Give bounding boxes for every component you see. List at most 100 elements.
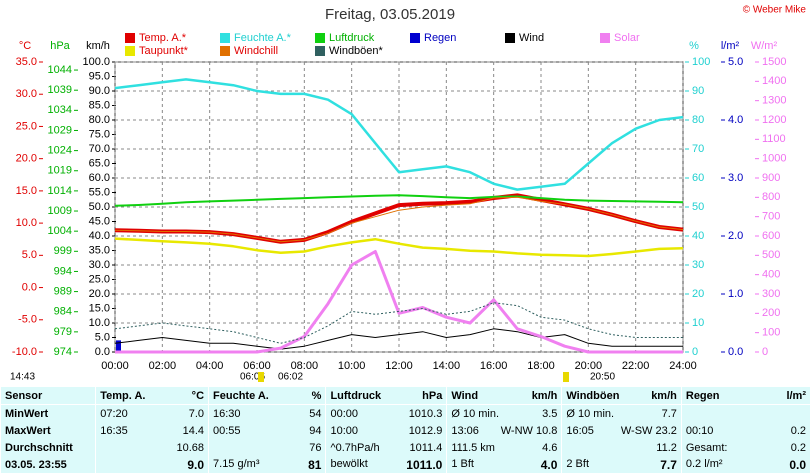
y-tick-label: 1009 (48, 205, 72, 217)
x-tick-label: 24:00 (669, 360, 697, 372)
y-tick-label: 1000 (762, 153, 786, 165)
legend-swatch (315, 46, 325, 56)
cell-text: 111.5 km (451, 442, 495, 454)
cell-text: 0.0 (789, 458, 806, 472)
y-tick-label: 4.0 (728, 114, 743, 126)
y-tick-label: 80.0 (89, 114, 110, 126)
x-tick-label: 16:00 (480, 360, 508, 372)
y-tick-label: 45.0 (89, 215, 110, 227)
legend-label: Temp. A.* (139, 32, 187, 44)
axis-unit: km/h (86, 40, 110, 52)
cell-text: 81 (308, 458, 321, 472)
y-tick-label: 1.0 (728, 288, 743, 300)
y-tick-label: 1300 (762, 95, 786, 107)
cell-text: 00:55 (213, 425, 241, 437)
table-cell: 76 (209, 439, 326, 456)
y-tick-label: 25.0 (16, 120, 37, 132)
y-tick-label: 1029 (48, 124, 72, 136)
chart-title: Freitag, 03.05.2019 (325, 6, 455, 23)
cell-text: 94 (309, 425, 321, 437)
table-cell: 0.2 l/m² 0.0 (681, 456, 810, 473)
y-tick-label: 40.0 (89, 230, 110, 242)
y-tick-label: -5.0 (18, 314, 37, 326)
y-tick-label: 1004 (48, 225, 72, 237)
y-tick-label: 5.0 (22, 249, 37, 261)
y-tick-label: 989 (54, 285, 72, 297)
legend-swatch (410, 33, 420, 43)
y-tick-label: 90.0 (89, 85, 110, 97)
cell-text: MinWert (5, 408, 48, 420)
cell-text: 1011.0 (406, 458, 442, 472)
y-tick-label: 979 (54, 326, 72, 338)
y-tick-label: 0 (692, 346, 698, 358)
cell-text: 1 Bft (451, 458, 474, 472)
cell-text: Regen (686, 390, 720, 402)
y-tick-label: 65.0 (89, 157, 110, 169)
cell-text: Windböen (566, 390, 619, 402)
axis-unit: °C (19, 40, 31, 52)
y-tick-label: 35.0 (89, 244, 110, 256)
y-tick-label: 60 (692, 172, 704, 184)
x-tick-label: 22:00 (622, 360, 650, 372)
y-tick-label: 1034 (48, 104, 72, 116)
cell-text: 16:30 (213, 408, 241, 420)
y-tick-label: 95.0 (89, 70, 110, 82)
y-tick-label: 20.0 (16, 153, 37, 165)
legend-swatch (220, 33, 230, 43)
table-cell: Durchschnitt (1, 439, 96, 456)
cell-text: 1010.3 (409, 408, 443, 420)
copyright: © Weber Mike (743, 5, 807, 16)
cell-text: 0.2 l/m² (686, 458, 723, 472)
cell-text: bewölkt (330, 458, 367, 472)
cell-text: km/h (532, 390, 558, 402)
y-tick-label: 1100 (762, 133, 786, 145)
cell-text: 0.2 (791, 442, 806, 454)
y-tick-label: 200 (762, 307, 780, 319)
table-cell: Ø 10 min.7.7 (562, 405, 682, 423)
cell-text: 0.2 (791, 425, 806, 437)
cell-text: 1012.9 (409, 425, 443, 437)
cell-text: 7.7 (660, 458, 677, 472)
y-tick-label: 70.0 (89, 143, 110, 155)
cell-text: 13:06 (451, 425, 479, 437)
y-tick-label: 60.0 (89, 172, 110, 184)
y-tick-label: 50.0 (89, 201, 110, 213)
cell-text: 14.4 (183, 425, 204, 437)
legend-label: Windchill (234, 45, 278, 57)
cell-text: °C (192, 390, 204, 402)
table-cell: 00:55 94 (209, 422, 326, 439)
cell-text: 4.0 (541, 458, 558, 472)
y-tick-label: 55.0 (89, 186, 110, 198)
table-cell: MinWert (1, 405, 96, 423)
y-tick-label: 10 (692, 317, 704, 329)
table-cell: 10:00 1012.9 (326, 422, 447, 439)
cell-text: 7.7 (662, 408, 677, 420)
table-cell: 03.05. 23:55 (1, 456, 96, 473)
x-tick-label: 10:00 (338, 360, 366, 372)
cell-text: 03.05. 23:55 (5, 459, 67, 471)
cell-text: 10:00 (330, 425, 358, 437)
cell-text: 07:20 (100, 408, 128, 420)
y-tick-label: 1044 (48, 64, 72, 76)
cell-text: 00:00 (330, 408, 358, 420)
annotation: 20:50 (590, 372, 615, 383)
cell-text: Temp. A. (100, 390, 145, 402)
table-cell: bewölkt 1011.0 (326, 456, 447, 473)
table-cell: 11.2 (562, 439, 682, 456)
x-tick-label: 04:00 (196, 360, 224, 372)
y-tick-label: 10.0 (16, 217, 37, 229)
y-tick-label: 5.0 (95, 331, 110, 343)
x-tick-label: 18:00 (527, 360, 555, 372)
y-tick-label: 1500 (762, 56, 786, 68)
cell-text: Wind (451, 390, 478, 402)
y-tick-label: 1019 (48, 165, 72, 177)
y-tick-label: 25.0 (89, 273, 110, 285)
